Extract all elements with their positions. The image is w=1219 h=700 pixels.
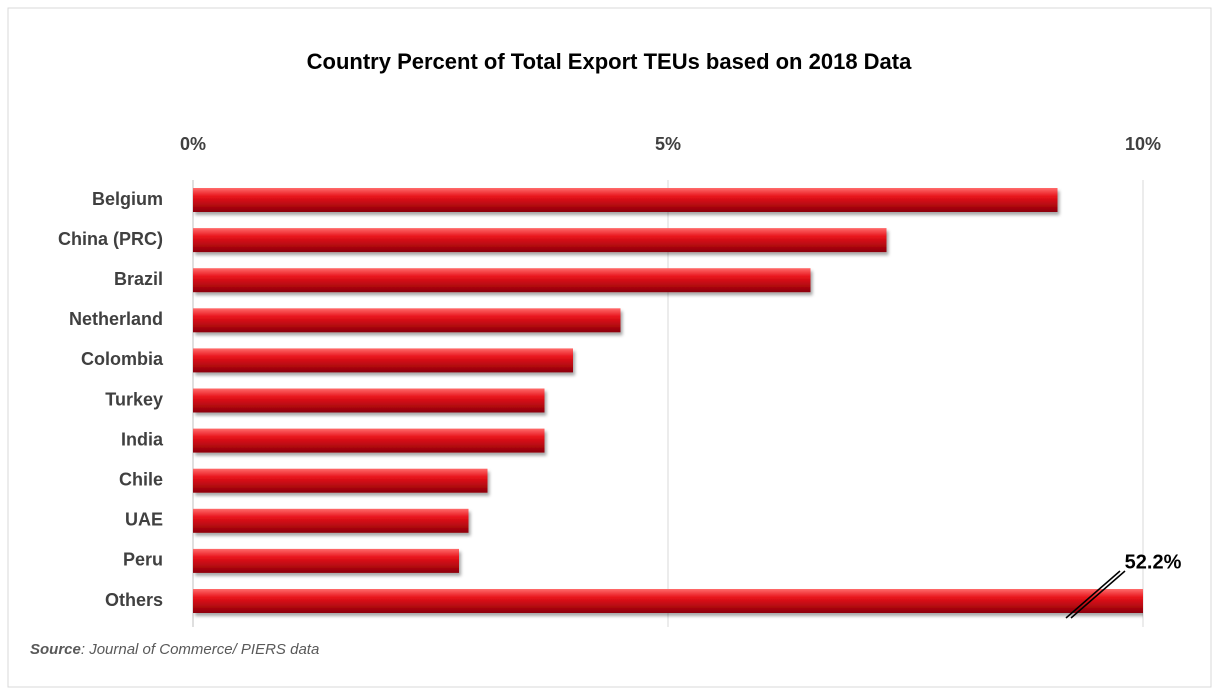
x-tick-label: 5% — [655, 134, 681, 154]
x-tick-label: 10% — [1125, 134, 1161, 154]
y-tick-label: UAE — [125, 510, 163, 530]
bar — [193, 388, 545, 413]
bar — [193, 548, 459, 573]
bar — [193, 508, 469, 533]
bar — [193, 468, 488, 493]
y-tick-label: Brazil — [114, 269, 163, 289]
value-label: 52.2% — [1125, 551, 1182, 573]
bar — [193, 589, 1143, 613]
bar — [193, 268, 811, 293]
break-mark — [1070, 570, 1126, 619]
source-label: Source — [30, 641, 81, 658]
y-tick-label: China (PRC) — [58, 229, 163, 249]
y-tick-label: Others — [105, 590, 163, 610]
y-tick-label: Belgium — [92, 189, 163, 209]
bar — [193, 348, 573, 373]
bar — [193, 188, 1058, 212]
chart-frame — [7, 7, 1212, 688]
bar — [193, 428, 545, 453]
source-note: Source: Journal of Commerce/ PIERS data — [30, 641, 319, 658]
x-tick-label: 0% — [180, 134, 206, 154]
chart-title: Country Percent of Total Export TEUs bas… — [307, 49, 912, 74]
y-tick-label: Netherland — [69, 309, 163, 329]
y-tick-label: Chile — [119, 469, 163, 489]
bar — [193, 308, 621, 333]
y-tick-label: Turkey — [105, 389, 163, 409]
bar — [193, 228, 887, 253]
y-tick-label: Peru — [123, 550, 163, 570]
y-tick-label: Colombia — [81, 349, 164, 369]
plot-area: 0% 5% 10% Belgium China (PRC) Brazil Netherlan… — [58, 134, 1182, 627]
y-tick-label: India — [121, 429, 164, 449]
source-text: : Journal of Commerce/ PIERS data — [81, 641, 319, 658]
bars — [193, 188, 1143, 613]
break-mark — [1065, 570, 1121, 619]
